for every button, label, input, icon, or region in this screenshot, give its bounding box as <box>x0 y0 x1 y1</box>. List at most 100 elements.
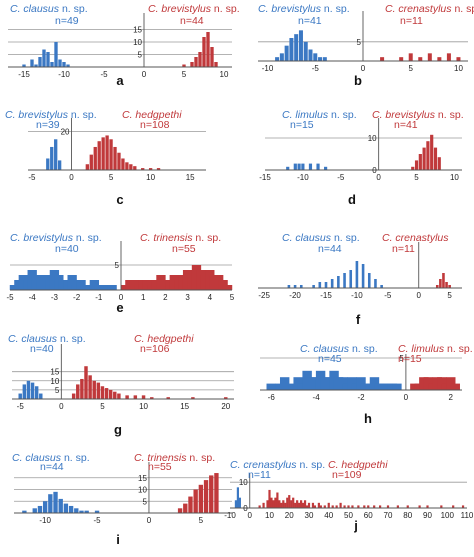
bar <box>440 505 443 508</box>
bar <box>270 497 273 508</box>
bar <box>63 503 69 513</box>
bar <box>262 502 265 508</box>
x-tick-label: 10 <box>450 173 459 182</box>
bar <box>198 484 204 513</box>
bar <box>210 47 214 67</box>
bar <box>22 510 27 513</box>
x-tick-label: 0 <box>417 291 422 300</box>
bar <box>76 384 80 399</box>
y-tick-label: 10 <box>138 486 147 495</box>
bar <box>380 57 385 61</box>
bar <box>258 505 261 508</box>
bar <box>30 382 35 399</box>
x-tick-label: -5 <box>312 64 320 73</box>
bar <box>331 505 334 508</box>
bar <box>298 502 301 508</box>
bar <box>292 497 295 508</box>
bar <box>234 500 238 508</box>
bar <box>456 57 461 61</box>
bar <box>301 502 305 508</box>
x-tick-label: -5 <box>17 402 25 411</box>
x-tick-label: 80 <box>403 511 412 520</box>
panel-letter: h <box>364 411 372 426</box>
y-tick-label: 0 <box>243 504 248 513</box>
bar <box>71 393 76 399</box>
species-label: C. brevistylus n. sp. <box>5 109 97 121</box>
bar <box>435 285 439 288</box>
species-label: C. trinensis n. sp. <box>134 452 215 464</box>
n-label: n=108 <box>140 119 170 131</box>
x-tick-label: 40 <box>324 511 333 520</box>
y-tick-label: 15 <box>133 26 142 35</box>
bar <box>311 502 315 508</box>
bar <box>42 501 48 513</box>
n-label: n=11 <box>392 243 415 255</box>
n-label: n=39 <box>36 119 60 131</box>
species-label: C. clausus n. sp. <box>8 333 86 345</box>
n-label: n=40 <box>30 343 54 355</box>
x-tick-label: -5 <box>384 291 392 300</box>
x-tick-label: 5 <box>447 291 452 300</box>
bar <box>363 505 366 508</box>
species-name: C. hedgpethi <box>328 459 388 471</box>
y-tick-label: 20 <box>61 128 70 137</box>
bar <box>313 505 317 508</box>
bar <box>275 57 280 61</box>
bar <box>317 502 320 508</box>
bar <box>418 154 422 170</box>
panel-letter: d <box>348 192 356 207</box>
bar <box>450 383 460 390</box>
x-tick-label: 20 <box>221 402 230 411</box>
x-tick-label: 4 <box>208 293 213 302</box>
x-tick-label: 50 <box>344 511 353 520</box>
bar <box>293 163 297 170</box>
x-tick-label: 5 <box>409 64 414 73</box>
species-name: C. trinensis <box>134 452 187 464</box>
bar <box>374 279 377 288</box>
species-suffix: n. sp. <box>297 459 326 471</box>
bar <box>307 502 311 508</box>
species-label: C. brevistylus n. sp. <box>148 3 240 15</box>
bar <box>22 64 26 67</box>
bar <box>303 41 308 61</box>
x-tick-label: 10 <box>146 173 155 182</box>
bar <box>117 152 121 170</box>
panel-letter: a <box>116 73 124 88</box>
bar <box>222 285 233 290</box>
x-tick-label: 60 <box>364 511 373 520</box>
bar <box>452 505 455 508</box>
species-suffix: n. sp. <box>61 452 90 464</box>
species-suffix: n. sp. <box>321 3 350 15</box>
bar <box>183 503 188 513</box>
bar <box>282 500 285 508</box>
x-tick-label: -10 <box>39 516 51 525</box>
n-label: n=44 <box>318 243 342 255</box>
y-tick-label: 10 <box>368 134 377 143</box>
y-tick-label: 5 <box>357 38 362 47</box>
bar <box>177 508 183 513</box>
species-suffix: n. sp. <box>57 333 86 345</box>
bar <box>62 62 66 67</box>
bar <box>125 395 129 399</box>
species-suffix: n. sp. <box>349 343 378 355</box>
x-tick-label: -10 <box>297 173 309 182</box>
bar <box>298 30 303 61</box>
bar <box>109 139 113 170</box>
y-tick-label: 15 <box>138 474 147 483</box>
n-label: n=44 <box>40 461 64 473</box>
species-label: C. limulus n. sp. <box>282 109 357 121</box>
x-tick-label: -1 <box>95 293 103 302</box>
y-tick-label: 0 <box>372 166 377 175</box>
species-label: C. brevistylus n. sp. <box>10 232 102 244</box>
species-name: C. hedgpethi <box>122 109 182 121</box>
x-tick-label: 0 <box>361 64 366 73</box>
bar <box>80 378 84 399</box>
x-tick-label: -2 <box>73 293 81 302</box>
bar <box>166 397 170 399</box>
species-label: C. crenastylus n. sp. <box>230 459 325 471</box>
bar <box>32 508 37 513</box>
bar <box>448 285 451 288</box>
x-tick-label: -5 <box>93 516 101 525</box>
panel-letter: i <box>116 532 120 547</box>
panel-letter: f <box>356 312 361 327</box>
